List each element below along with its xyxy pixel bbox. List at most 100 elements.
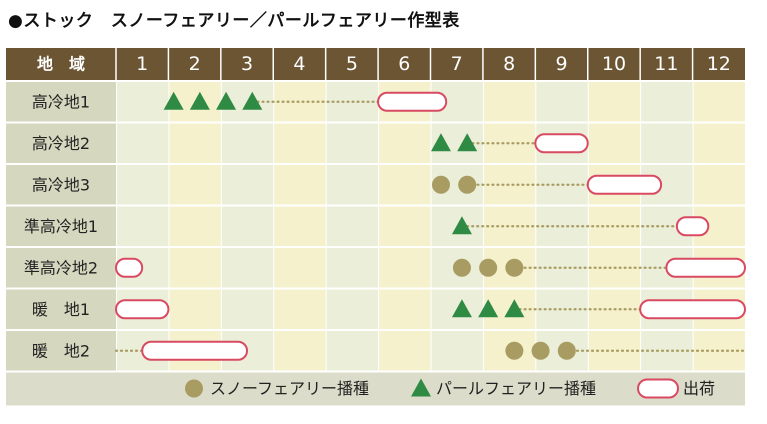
grid-cell <box>221 248 274 288</box>
pearl-fairy-sowing-triangle <box>189 91 210 110</box>
pearl-fairy-sowing-triangle <box>504 299 525 318</box>
grid-cell <box>326 331 379 371</box>
header-bar <box>6 48 745 80</box>
grid-cell <box>274 331 326 371</box>
row-region-label: 高冷地1 <box>32 92 90 111</box>
month-label-12: 12 <box>707 53 731 75</box>
grid-cell <box>379 206 431 246</box>
snow-fairy-sowing-circle <box>479 258 498 277</box>
grid-cell <box>379 331 431 371</box>
page-title: ●ストック スノーフェアリー／パールフェアリー作型表 <box>8 11 460 31</box>
row-region-label: 高冷地3 <box>32 175 90 194</box>
grid-cell <box>274 123 326 163</box>
grid-cell <box>169 165 221 205</box>
row-region-label: 高冷地2 <box>32 134 90 153</box>
grid-cell <box>221 206 274 246</box>
shipping-pill <box>665 257 746 278</box>
snow-fairy-sowing-circle <box>505 258 524 277</box>
grid-cell <box>693 123 745 163</box>
snow-fairy-sowing-circle <box>557 341 576 360</box>
shipping-pill <box>141 340 249 361</box>
snow-fairy-sowing-circle <box>431 175 450 194</box>
snow-fairy-sowing-circle <box>531 341 550 360</box>
row-label-bg <box>6 82 116 122</box>
snow-fairy-sowing-circle <box>505 341 524 360</box>
month-label-7: 7 <box>451 53 463 75</box>
legend-pill-icon <box>637 378 679 399</box>
month-label-9: 9 <box>555 53 567 75</box>
grid-cell <box>326 206 379 246</box>
row-label-bg <box>6 123 116 163</box>
grid-cell <box>693 165 745 205</box>
month-label-5: 5 <box>346 53 358 75</box>
row-region-label: 準高冷地1 <box>24 217 98 236</box>
legend-bar <box>6 372 745 406</box>
pearl-fairy-sowing-triangle <box>457 133 478 152</box>
pearl-fairy-sowing-triangle <box>478 299 499 318</box>
header-region-label: 地 域 <box>37 55 85 74</box>
month-label-6: 6 <box>398 53 410 75</box>
grid-cell <box>641 123 693 163</box>
grid-cell <box>379 165 431 205</box>
grid-cell <box>536 82 588 122</box>
legend-triangle-icon <box>411 378 431 397</box>
shipping-pill <box>377 91 448 112</box>
month-label-8: 8 <box>503 53 515 75</box>
row-label-bg <box>6 248 116 288</box>
row-region-label: 準高冷地2 <box>24 258 98 277</box>
grid-cell <box>221 289 274 329</box>
grid-cell <box>221 123 274 163</box>
snow-fairy-sowing-circle <box>452 258 471 277</box>
grid-cell <box>379 289 431 329</box>
grid-cell <box>326 165 379 205</box>
grid-cell <box>483 82 536 122</box>
row-region-label: 暖 地2 <box>32 341 90 360</box>
grid-cell <box>641 82 693 122</box>
row-region-label: 暖 地1 <box>32 300 90 319</box>
month-label-10: 10 <box>602 53 626 75</box>
legend-circle-icon <box>185 379 203 398</box>
grid-cell <box>117 165 169 205</box>
row-label-bg <box>6 206 116 246</box>
row-label-bg <box>6 289 116 329</box>
grid-cell <box>169 123 221 163</box>
pearl-fairy-sowing-triangle <box>451 216 472 235</box>
grid-cell <box>274 248 326 288</box>
grid-cell <box>117 123 169 163</box>
grid-cell <box>169 289 221 329</box>
grid-cell <box>379 248 431 288</box>
grid-cell <box>326 248 379 288</box>
shipping-pill <box>675 216 710 237</box>
month-label-1: 1 <box>136 53 148 75</box>
grid-cell <box>326 289 379 329</box>
grid-cell <box>431 331 483 371</box>
pearl-fairy-sowing-triangle <box>242 91 263 110</box>
grid-cell <box>221 165 274 205</box>
shipping-pill <box>534 133 589 154</box>
snow-fairy-sowing-circle <box>458 175 477 194</box>
legend-snow-fairy-label: スノーフェアリー播種 <box>210 379 369 398</box>
grid-cell <box>169 206 221 246</box>
grid-cell <box>274 206 326 246</box>
month-label-2: 2 <box>189 53 201 75</box>
grid-cell <box>117 206 169 246</box>
grid-cell <box>693 82 745 122</box>
grid-cell <box>169 248 221 288</box>
grid-cell <box>588 82 641 122</box>
row-label-bg <box>6 165 116 205</box>
shipping-pill <box>639 299 747 320</box>
row-label-bg <box>6 331 116 371</box>
grid-cell <box>117 82 169 122</box>
pearl-fairy-sowing-triangle <box>216 91 237 110</box>
legend-shipping-label: 出荷 <box>683 379 715 398</box>
shipping-pill <box>115 299 170 320</box>
grid-cell <box>274 289 326 329</box>
pearl-fairy-sowing-triangle <box>430 133 451 152</box>
month-label-4: 4 <box>293 53 305 75</box>
grid-cell <box>588 123 641 163</box>
grid-cell <box>379 123 431 163</box>
shipping-pill <box>115 257 144 278</box>
grid-cell <box>274 165 326 205</box>
month-label-11: 11 <box>654 53 678 75</box>
